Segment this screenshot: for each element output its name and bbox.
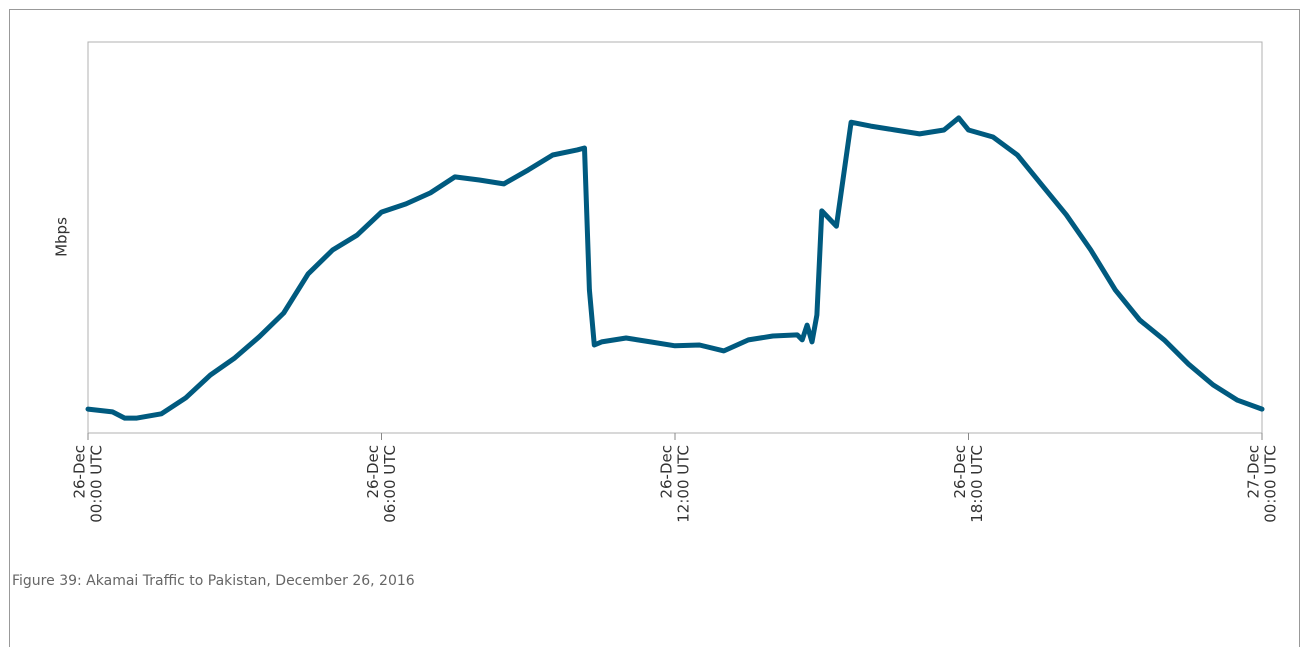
x-tick-label: 06:00 UTC — [381, 445, 399, 523]
x-tick-label: 26-Dec — [71, 445, 89, 499]
x-tick-label: 12:00 UTC — [675, 445, 693, 523]
x-tick-label: 18:00 UTC — [968, 445, 986, 523]
plot-area — [87, 41, 1263, 434]
frame — [9, 9, 1300, 647]
x-tick-label: 26-Dec — [658, 445, 676, 499]
x-tick-label: 26-Dec — [951, 445, 969, 499]
line — [85, 115, 1265, 421]
y-axis-label: Mbps — [53, 217, 71, 257]
x-tick-label: 00:00 UTC — [88, 445, 106, 523]
x-tick-label: 26-Dec — [364, 445, 382, 499]
x-tick-label: 00:00 UTC — [1262, 445, 1280, 523]
caption: Figure 39: Akamai Traffic to Pakistan, D… — [12, 573, 415, 589]
x-tick-label: 27-Dec — [1245, 445, 1263, 499]
